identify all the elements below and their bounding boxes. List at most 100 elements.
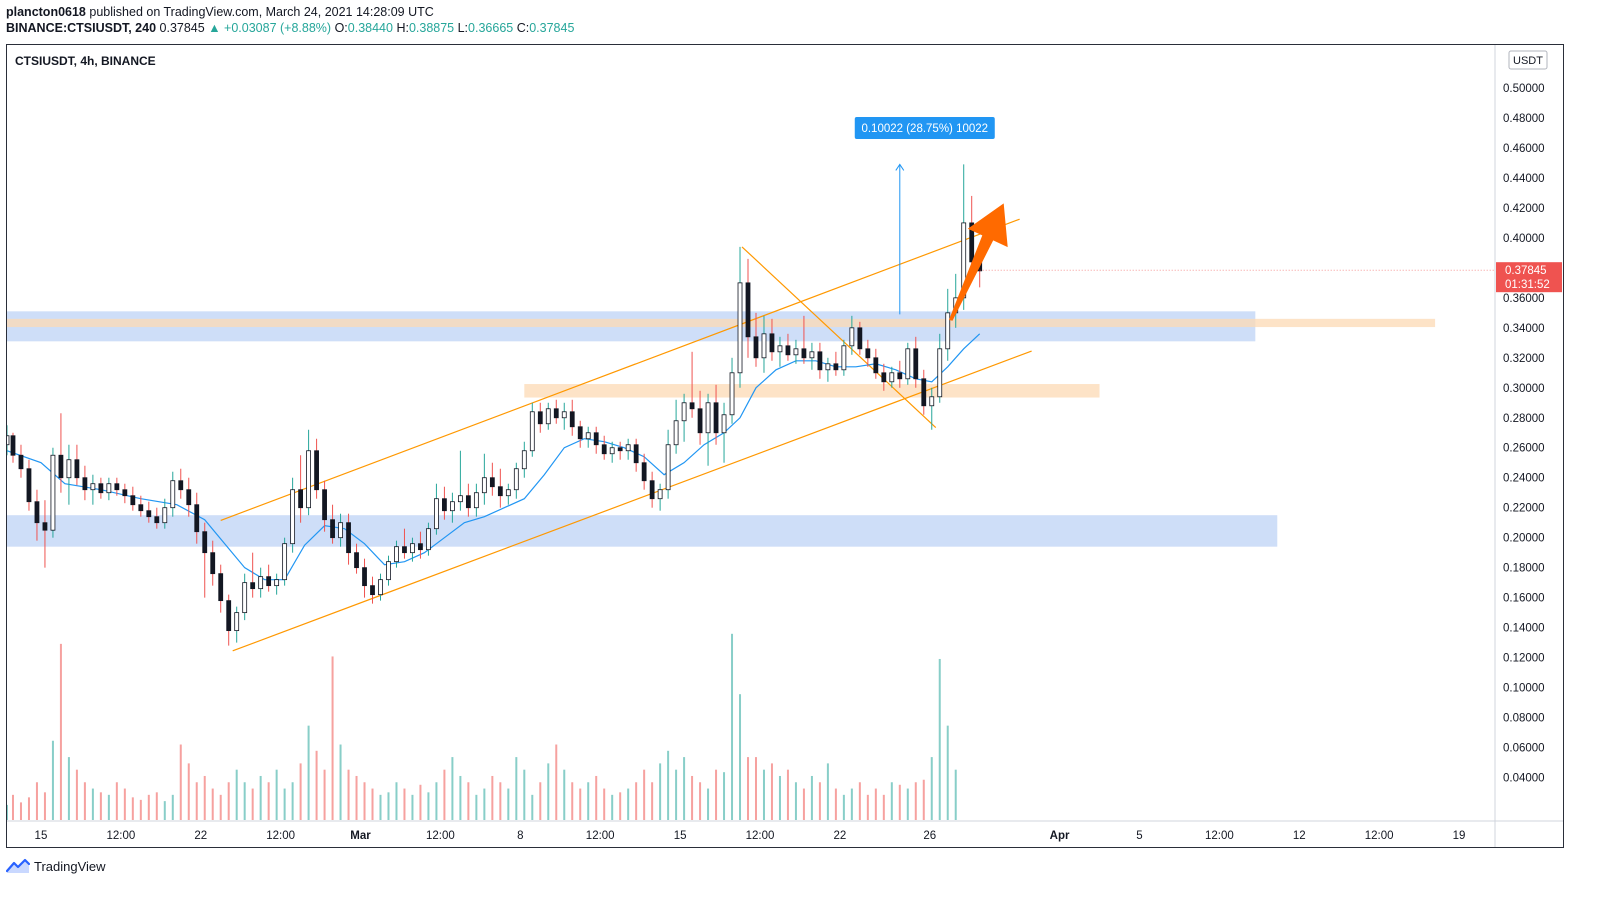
volume-bar [507,788,510,820]
candle-body [258,576,264,590]
candle-body [761,333,767,359]
candle-body [10,435,16,456]
candle-body [210,552,216,575]
volume-bar [874,788,877,820]
candle-body [593,432,599,446]
candle-body [841,345,847,371]
volume-bar [363,782,366,820]
volume-bar [707,788,710,820]
zone-orange-2 [524,384,1100,398]
volume-bar [786,769,789,820]
volume-bar [890,782,893,820]
arrow-layer [948,203,1008,321]
candle-body [729,372,735,416]
volume-bar [523,769,526,820]
candle-body [649,480,655,500]
y-tick-label: 0.22000 [1503,503,1545,515]
volume-layer [7,633,957,820]
volume-bar [675,769,678,820]
x-tick-label: 22 [833,830,846,842]
author-name[interactable]: plancton0618 [6,5,86,19]
falling-wedge-line [741,246,937,428]
channel-upper [220,218,1020,522]
last-price: 0.37845 [159,21,205,35]
candle-body [42,522,48,531]
volume-bar [131,797,134,820]
y-tick-label: 0.18000 [1503,563,1545,575]
volume-bar [475,794,478,820]
candle-body [434,498,439,530]
volume-bar [515,757,518,820]
candle-body [50,454,56,531]
candle-body [98,483,104,494]
candle-body [617,447,623,452]
y-tick-label: 0.24000 [1503,473,1545,485]
volume-bar [283,788,286,820]
volume-bar [67,757,70,820]
x-tick-label: 12:00 [1205,830,1234,842]
bar-countdown: 01:31:52 [1505,279,1550,291]
candle-body [793,348,799,356]
candle-body [897,372,903,380]
candle-body [545,408,551,425]
candle-body [330,519,335,539]
volume-bar [435,782,438,820]
candle-body [226,600,232,632]
candle-body [418,543,423,551]
volume-bar [187,763,190,820]
candle-body [178,480,184,491]
y-tick-label: 0.50000 [1503,83,1545,95]
x-tick-label: 12:00 [746,830,775,842]
volume-bar [123,788,126,820]
x-tick-label: 26 [923,830,936,842]
candle-body [66,459,72,479]
candle-body [513,468,519,491]
candle-body [338,522,343,539]
volume-bar [195,782,198,820]
volume-bar [251,788,254,820]
candle-body [74,459,80,479]
candle-body [154,516,160,524]
chart-area[interactable]: 0.10022 (28.75%) 10022 0.50000 0.48000 0.4… [6,44,1564,848]
volume-bar [107,794,110,820]
candle-body [633,444,639,464]
volume-bar [147,794,150,820]
candle-body [721,414,727,434]
volume-bar [699,782,702,820]
candle-body [905,348,911,380]
candle-body [529,411,535,452]
volume-bar [331,656,334,820]
volume-bar [922,779,925,820]
volume-bar [323,769,326,820]
footer-brand[interactable]: TradingView [6,856,106,876]
candle-body [945,312,951,350]
measure-layer: 0.10022 (28.75%) 10022 [854,117,995,315]
candle-body [394,546,399,563]
volume-bar [906,788,909,820]
chart-symbol-label: CTSIUSDT, 4h, BINANCE [15,54,156,68]
volume-bar [579,788,582,820]
candle-body [354,552,359,569]
y-tick-label: 0.26000 [1503,443,1545,455]
candle-body [450,501,455,512]
candle-body [561,411,567,419]
candle-body [881,372,887,383]
y-tick-label: 0.30000 [1503,383,1545,395]
candle-body [282,543,288,581]
y-tick-label: 0.20000 [1503,533,1545,545]
x-tick-label: Apr [1050,830,1070,842]
price-chart[interactable]: 0.10022 (28.75%) 10022 0.50000 0.48000 0.4… [7,45,1563,847]
candle-body [322,489,327,521]
last-price-value: 0.37845 [1505,265,1547,277]
measure-label: 0.10022 (28.75%) 10022 [861,123,988,135]
volume-bar [27,797,30,820]
volume-bar [395,782,398,820]
candle-body [929,396,935,407]
volume-bar [179,744,182,820]
x-tick-label: 12:00 [266,830,295,842]
open-value: 0.38440 [347,21,393,35]
volume-bar [571,782,574,820]
published-text: published on TradingView.com, March 24, … [89,5,434,19]
candle-body [833,363,839,371]
candle-body [737,282,743,374]
